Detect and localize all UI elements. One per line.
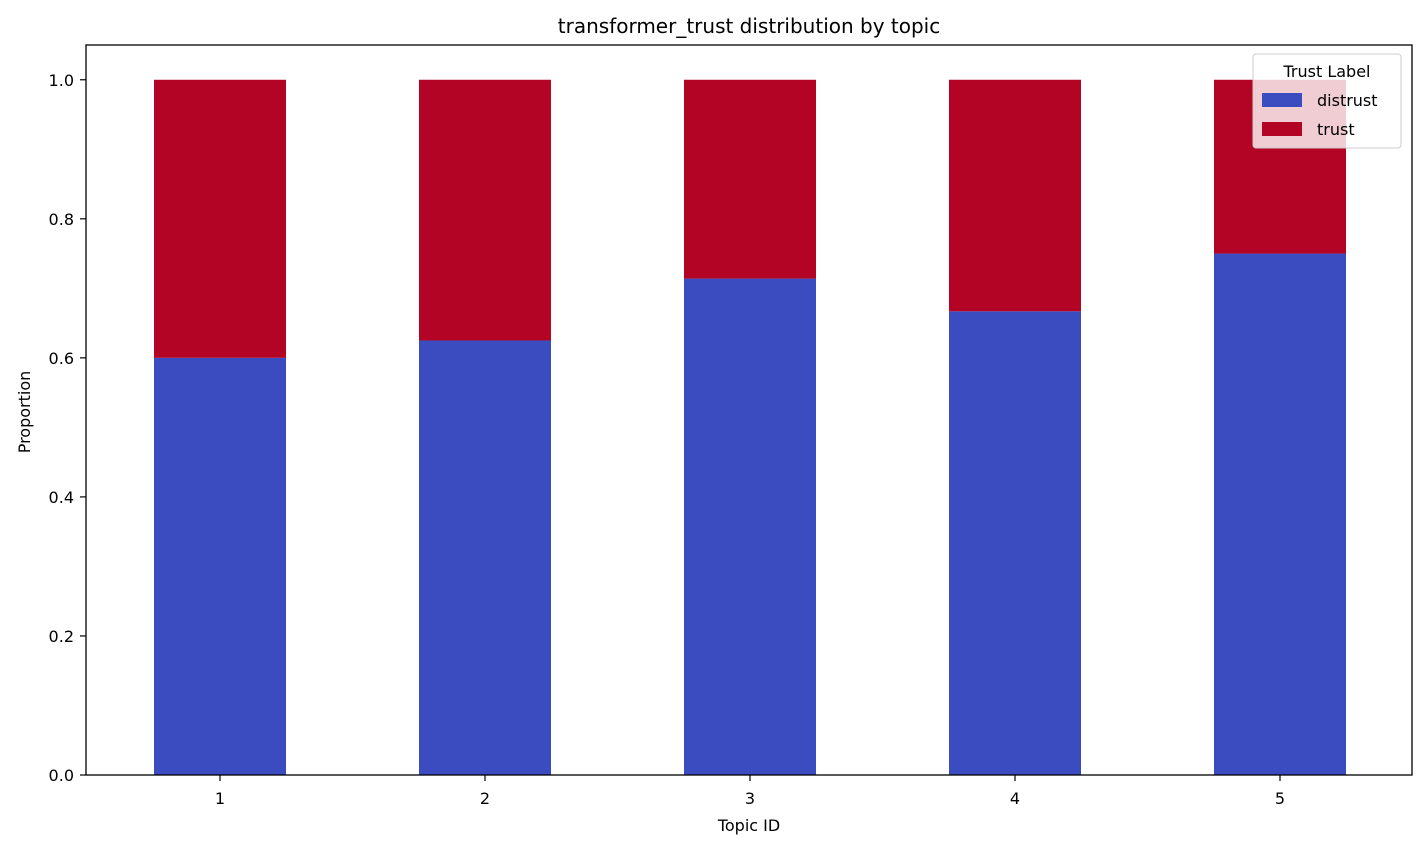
legend-swatch-distrust bbox=[1262, 93, 1302, 107]
x-tick-label: 3 bbox=[745, 789, 755, 808]
x-tick-label: 2 bbox=[480, 789, 490, 808]
y-tick-label: 0.6 bbox=[49, 349, 74, 368]
y-axis-label: Proportion bbox=[15, 371, 34, 454]
bar-distrust-1 bbox=[154, 357, 286, 775]
y-tick-label: 0.2 bbox=[49, 627, 74, 646]
plot-area-frame bbox=[85, 44, 1413, 776]
x-ticks: 1 2 3 4 5 bbox=[215, 775, 1285, 808]
axes-group bbox=[85, 44, 1413, 776]
bar-distrust-3 bbox=[684, 278, 816, 775]
bars-group bbox=[154, 79, 1346, 776]
bar-trust-3 bbox=[684, 79, 816, 279]
y-tick-label: 0.8 bbox=[49, 210, 74, 229]
chart-title: transformer_trust distribution by topic bbox=[558, 14, 940, 38]
legend-swatch-trust bbox=[1262, 122, 1302, 136]
x-axis-label: Topic ID bbox=[717, 816, 780, 835]
y-tick-label: 1.0 bbox=[49, 71, 74, 90]
x-tick-label: 5 bbox=[1275, 789, 1285, 808]
legend-title: Trust Label bbox=[1283, 62, 1371, 81]
y-tick-label: 0.4 bbox=[49, 488, 74, 507]
bar-trust-4 bbox=[949, 79, 1081, 312]
legend-label-distrust: distrust bbox=[1317, 91, 1378, 110]
y-tick-label: 0.0 bbox=[49, 766, 74, 785]
x-tick-label: 1 bbox=[215, 789, 225, 808]
bar-distrust-4 bbox=[949, 311, 1081, 775]
x-tick-label: 4 bbox=[1010, 789, 1020, 808]
bar-trust-1 bbox=[154, 79, 286, 358]
legend-label-trust: trust bbox=[1317, 120, 1355, 139]
legend: Trust Label distrust trust bbox=[1252, 53, 1402, 149]
y-ticks: 0.0 0.2 0.4 0.6 0.8 1.0 bbox=[49, 71, 86, 785]
bar-distrust-2 bbox=[419, 340, 551, 775]
bar-distrust-5 bbox=[1214, 253, 1346, 776]
bar-trust-2 bbox=[419, 79, 551, 341]
